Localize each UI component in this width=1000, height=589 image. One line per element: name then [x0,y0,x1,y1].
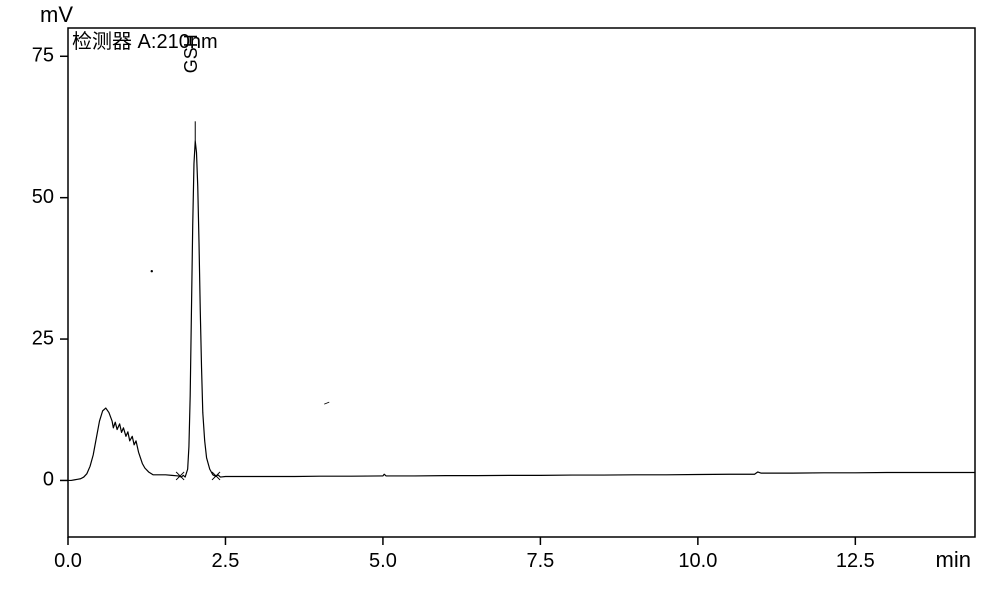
x-tick-label: 2.5 [212,550,240,572]
y-tick-label: 75 [32,45,54,67]
x-tick-label: 0.0 [54,550,82,572]
y-axis-unit-label: mV [40,2,73,27]
x-tick-label: 10.0 [678,550,717,572]
chart-background [0,0,1000,589]
chart-svg: 0255075 0.02.55.07.510.012.5 mV min 检测器 … [0,0,1000,589]
x-axis-unit-label: min [936,547,971,572]
x-tick-label: 5.0 [369,550,397,572]
x-tick-label: 12.5 [836,550,875,572]
peak-gsh-label: GSH [181,34,201,73]
x-tick-label: 7.5 [526,550,554,572]
y-tick-label: 25 [32,327,54,349]
chromatogram-figure: 0255075 0.02.55.07.510.012.5 mV min 检测器 … [0,0,1000,589]
y-tick-label: 0 [43,469,54,491]
y-tick-label: 50 [32,186,54,208]
